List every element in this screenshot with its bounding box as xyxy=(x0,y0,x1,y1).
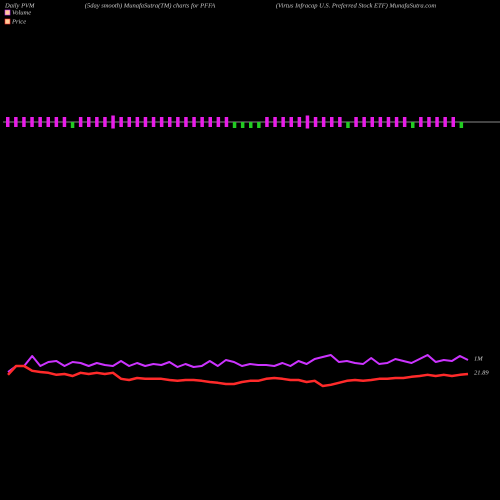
pvm-bar xyxy=(281,117,285,127)
pvm-bar xyxy=(30,117,34,127)
legend-label: Volume xyxy=(12,9,31,16)
volume-line xyxy=(7,354,469,373)
pvm-bar xyxy=(159,117,164,127)
pvm-bar xyxy=(62,117,67,127)
pvm-bar xyxy=(313,117,318,127)
pvm-bar xyxy=(386,117,391,127)
pvm-bar xyxy=(273,117,277,127)
pvm-bar xyxy=(394,117,399,127)
pvm-bar xyxy=(297,117,302,127)
pvm-bar xyxy=(208,117,212,127)
pvm-bar xyxy=(127,117,131,127)
pvm-bar xyxy=(78,117,83,127)
pvm-bar xyxy=(257,122,261,128)
pvm-bar xyxy=(119,117,123,127)
pvm-bar xyxy=(378,117,383,127)
pvm-bar xyxy=(459,122,464,128)
pvm-bar xyxy=(143,117,148,127)
pvm-bar xyxy=(289,117,293,127)
pvm-bar xyxy=(427,117,431,127)
pvm-bar xyxy=(192,117,196,127)
pvm-bar xyxy=(435,117,439,127)
pvm-bar xyxy=(168,117,172,127)
pvm-bar xyxy=(354,117,358,127)
pvm-bar xyxy=(103,117,107,127)
pvm-bar xyxy=(249,122,253,128)
pvm-bar xyxy=(135,117,140,127)
pvm-bar xyxy=(54,117,59,127)
price-end-label: 21.89 xyxy=(474,369,489,376)
pvm-bar xyxy=(443,117,447,127)
pvm-bar xyxy=(111,115,115,129)
pvm-bar xyxy=(411,122,415,128)
chart-title-center: (5day smooth) MunafaSutra(TM) charts for… xyxy=(85,2,215,9)
pvm-bar xyxy=(184,117,188,127)
pvm-bar xyxy=(224,117,229,127)
pvm-bar xyxy=(232,122,237,128)
pvm-bar xyxy=(176,117,180,127)
pvm-bar xyxy=(370,117,374,127)
pvm-bar xyxy=(265,117,269,127)
pvm-bar xyxy=(338,117,342,127)
chart-title-right: (Virtus Infracap U.S. Preferred Stock ET… xyxy=(276,2,437,9)
pvm-bar xyxy=(321,117,326,127)
pvm-bar xyxy=(87,117,91,127)
pvm-bar xyxy=(70,122,75,128)
pvm-bar xyxy=(200,117,204,127)
pvm-bar xyxy=(46,117,50,127)
legend-label: Price xyxy=(11,18,26,25)
pvm-bar xyxy=(6,117,10,127)
pvm-bar xyxy=(330,117,334,127)
pvm-bar xyxy=(151,117,156,127)
pvm-bar xyxy=(362,117,366,127)
pvm-bar xyxy=(22,117,26,127)
pvm-bar xyxy=(216,117,221,127)
pvm-bar xyxy=(451,117,455,127)
pvm-bar xyxy=(305,115,310,129)
pvm-bar xyxy=(95,117,99,127)
pvm-bar xyxy=(402,117,407,127)
chart-title-left: Daily PVM xyxy=(4,2,35,9)
pvm-bar xyxy=(346,122,350,128)
price-line xyxy=(7,364,469,388)
pvm-bar xyxy=(240,122,245,128)
pvm-bar xyxy=(14,117,18,127)
legend-swatch xyxy=(4,9,11,16)
legend-swatch xyxy=(4,18,11,25)
volume-end-label: 1M xyxy=(474,355,483,362)
pvm-bar xyxy=(419,117,423,127)
pvm-bar xyxy=(38,117,42,127)
